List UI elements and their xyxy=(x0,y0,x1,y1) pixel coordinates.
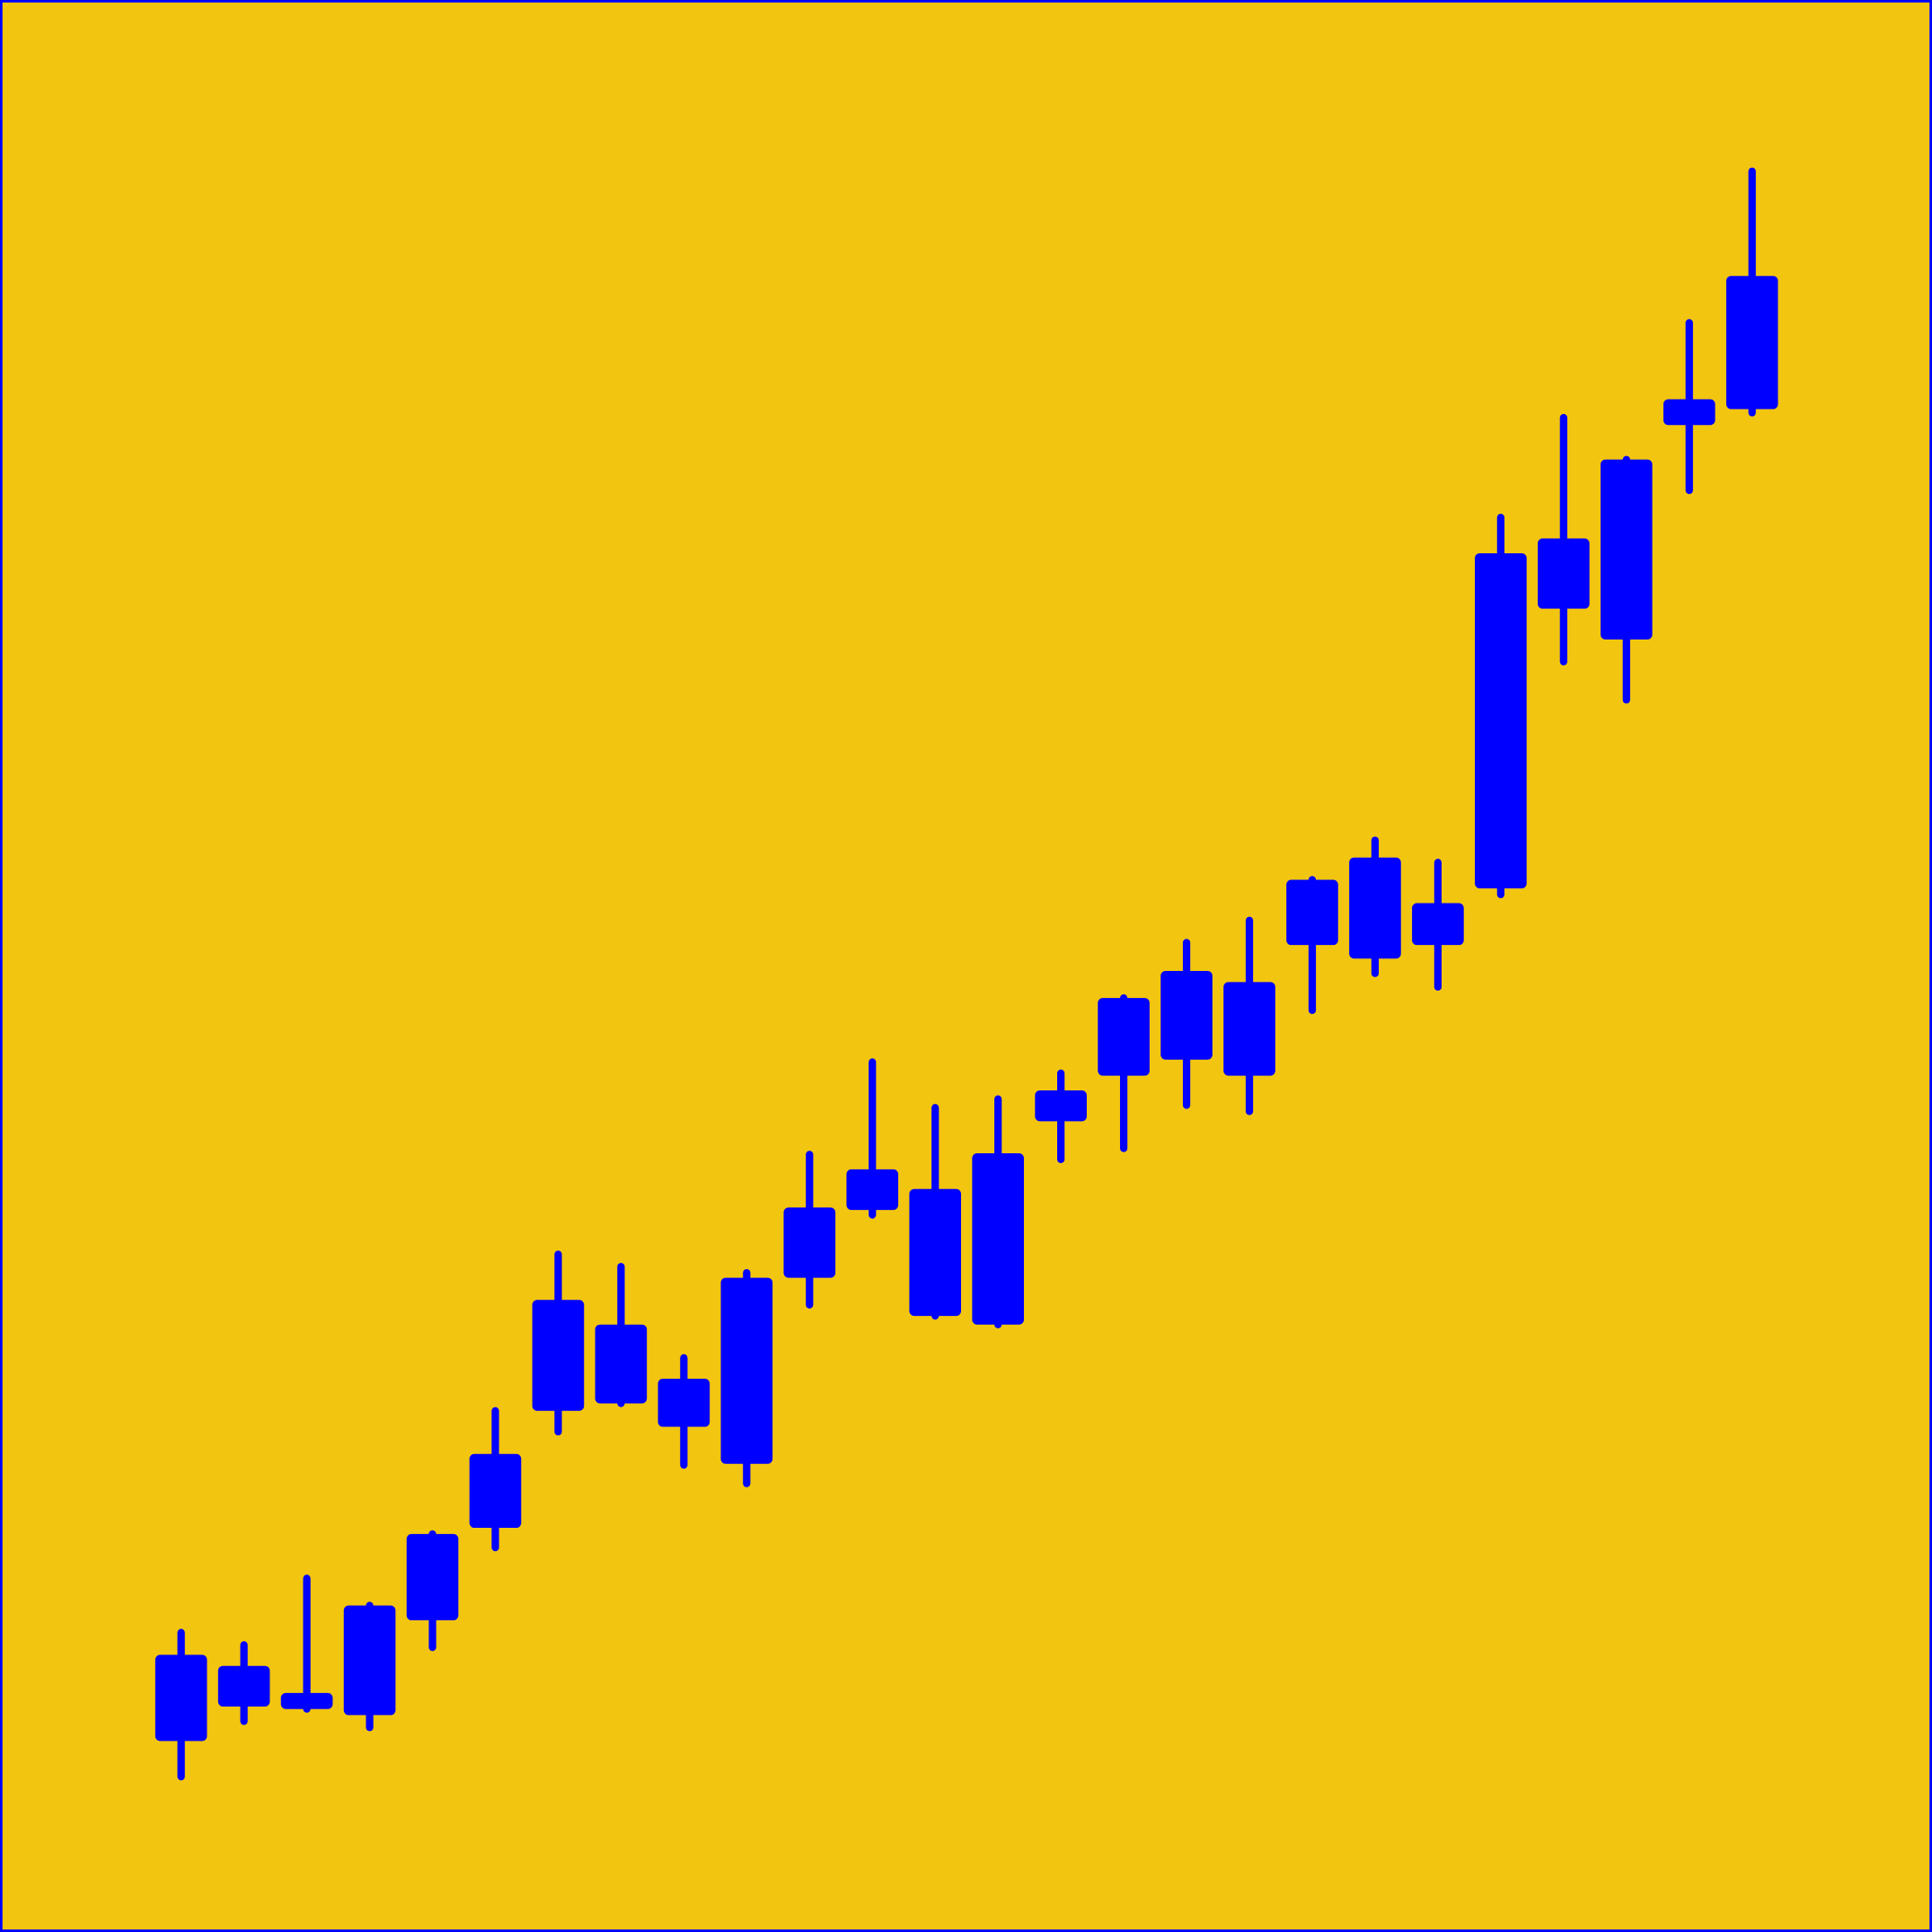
candle-body xyxy=(1098,998,1150,1076)
candle-body xyxy=(406,1533,459,1620)
candle-body xyxy=(1160,970,1213,1060)
candle-body xyxy=(1412,903,1464,946)
candle-body xyxy=(217,1665,270,1707)
candle-body xyxy=(1663,399,1716,426)
candle-body xyxy=(1600,459,1653,640)
candle-body xyxy=(1349,857,1401,959)
candle-body xyxy=(720,1277,773,1464)
candle-body xyxy=(1223,982,1275,1076)
candle-body xyxy=(1035,1090,1087,1122)
candle-body xyxy=(909,1188,962,1317)
candle-body xyxy=(783,1207,836,1278)
candle-body xyxy=(1538,538,1590,609)
candle-body xyxy=(972,1153,1024,1325)
candle-body xyxy=(595,1324,648,1404)
candle-body xyxy=(846,1169,899,1211)
candle-body xyxy=(1475,552,1527,889)
candle-body xyxy=(532,1300,585,1411)
candle-body xyxy=(1725,276,1778,410)
candle-body xyxy=(657,1379,710,1427)
candle-body xyxy=(343,1605,396,1716)
candle-body xyxy=(469,1453,522,1529)
candle-body xyxy=(154,1654,207,1742)
candle-body xyxy=(280,1692,333,1709)
candle-body xyxy=(1286,879,1338,946)
